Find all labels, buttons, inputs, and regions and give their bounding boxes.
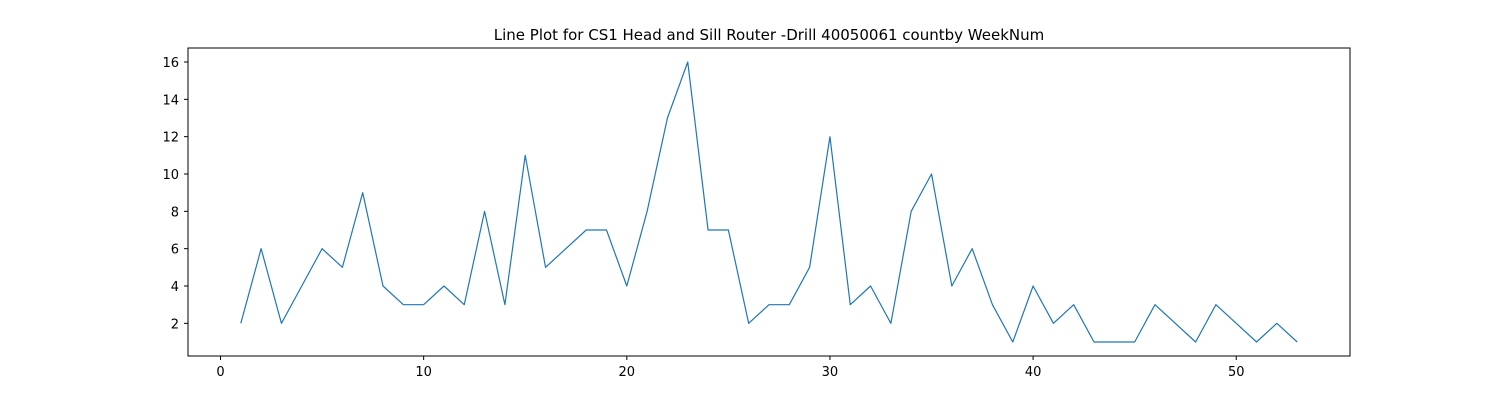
x-tick-label: 10	[415, 365, 432, 380]
y-tick-label: 16	[162, 56, 179, 71]
x-tick-label: 30	[822, 365, 839, 380]
x-tick-label: 0	[216, 365, 224, 380]
x-tick-label: 50	[1228, 365, 1245, 380]
y-tick-label: 12	[162, 131, 179, 146]
x-tick-label: 20	[619, 365, 636, 380]
y-tick-label: 14	[162, 93, 179, 108]
y-tick-label: 2	[171, 317, 179, 332]
y-tick-label: 4	[171, 280, 179, 295]
plot-frame	[187, 47, 1351, 357]
y-tick-label: 10	[162, 168, 179, 183]
y-tick-label: 8	[171, 205, 179, 220]
x-tick-label: 40	[1025, 365, 1042, 380]
series-line	[240, 61, 1298, 343]
y-tick-label: 6	[171, 243, 179, 258]
plot-area: 0 10 20 30 40 50 2 4 6 8 10 12 14 16	[162, 47, 1351, 380]
chart-title: Line Plot for CS1 Head and Sill Router -…	[494, 26, 1044, 44]
